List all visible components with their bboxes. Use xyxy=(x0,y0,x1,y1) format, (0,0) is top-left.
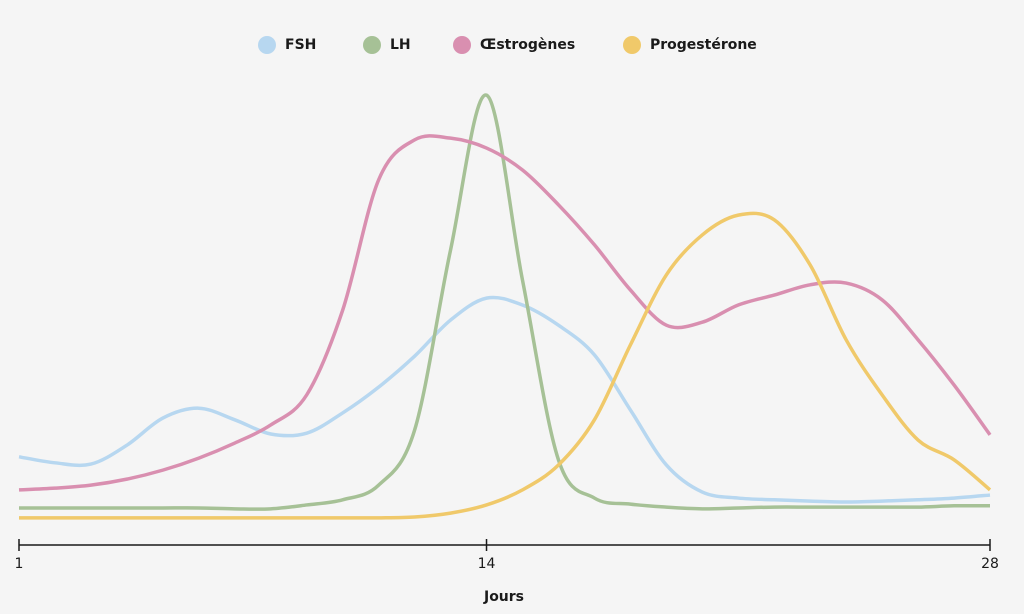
legend-label: Progestérone xyxy=(650,37,757,53)
x-axis-label: Jours xyxy=(483,589,524,605)
series-line xyxy=(18,295,991,504)
x-tick-label: 28 xyxy=(981,556,999,572)
legend-marker xyxy=(258,36,276,54)
x-tick-label: 14 xyxy=(478,556,496,572)
legend-label: FSH xyxy=(285,37,316,53)
x-tick-label: 1 xyxy=(15,556,24,572)
legend-label: Œstrogènes xyxy=(480,37,575,53)
legend-label: LH xyxy=(390,37,411,53)
legend-marker xyxy=(453,36,471,54)
legend-marker xyxy=(623,36,641,54)
legend-marker xyxy=(363,36,381,54)
series-line xyxy=(19,211,992,520)
series-line xyxy=(19,93,991,511)
series-line xyxy=(18,134,992,492)
